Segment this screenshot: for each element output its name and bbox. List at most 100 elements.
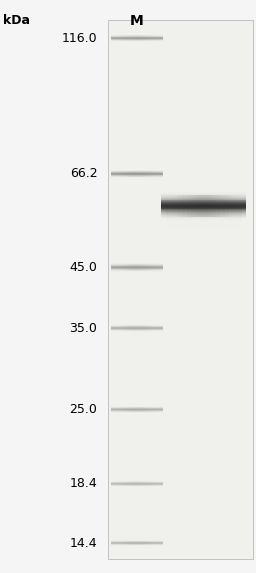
Bar (129, 36, 132, 41)
Bar (229, 195, 233, 217)
Bar (161, 218, 246, 219)
Bar (134, 171, 137, 177)
Bar (111, 481, 114, 486)
Bar (111, 541, 114, 545)
Bar (134, 36, 137, 41)
Bar (150, 541, 152, 545)
Bar (161, 206, 246, 207)
Bar (124, 264, 127, 271)
Bar (124, 171, 127, 177)
Bar (157, 325, 160, 331)
Bar (124, 36, 127, 41)
Bar (161, 207, 246, 209)
Bar (145, 481, 147, 486)
Bar (122, 325, 124, 331)
Bar (142, 325, 145, 331)
Bar (161, 205, 246, 206)
Bar (161, 195, 165, 217)
Bar (166, 231, 242, 233)
Bar (178, 195, 182, 217)
Bar (147, 36, 150, 41)
Bar (166, 213, 242, 215)
Bar (161, 195, 246, 196)
Bar (147, 541, 150, 545)
Bar (166, 210, 242, 211)
Bar (155, 407, 157, 413)
Bar (122, 541, 124, 545)
Bar (129, 171, 132, 177)
Bar (140, 541, 142, 545)
Bar (160, 264, 163, 271)
Bar (111, 264, 114, 271)
Bar (122, 481, 124, 486)
Bar (161, 196, 246, 197)
Bar (147, 481, 150, 486)
Bar (124, 325, 127, 331)
Bar (187, 195, 191, 217)
Text: 45.0: 45.0 (69, 261, 97, 274)
Text: 66.2: 66.2 (70, 167, 97, 180)
Bar (166, 217, 242, 218)
Bar (142, 407, 145, 413)
Bar (145, 407, 147, 413)
Bar (122, 407, 124, 413)
Bar (166, 227, 242, 229)
Bar (155, 264, 157, 271)
Bar (142, 171, 145, 177)
Bar (161, 193, 246, 194)
Bar (127, 541, 129, 545)
Bar (174, 195, 178, 217)
Bar (137, 325, 140, 331)
Bar (166, 224, 242, 226)
Bar (119, 171, 122, 177)
Bar (137, 36, 140, 41)
FancyBboxPatch shape (108, 20, 253, 559)
Bar (142, 264, 145, 271)
Bar (161, 216, 246, 217)
Bar (114, 541, 116, 545)
Bar (114, 481, 116, 486)
Bar (119, 407, 122, 413)
Bar (142, 481, 145, 486)
Bar (140, 407, 142, 413)
Bar (150, 481, 152, 486)
Bar (116, 264, 119, 271)
Bar (145, 36, 147, 41)
Bar (166, 207, 242, 210)
Bar (132, 325, 134, 331)
Bar (127, 481, 129, 486)
Bar (127, 171, 129, 177)
Text: 18.4: 18.4 (70, 477, 97, 490)
Bar (155, 325, 157, 331)
Bar (160, 325, 163, 331)
Bar (134, 481, 137, 486)
Bar (208, 195, 212, 217)
Bar (132, 36, 134, 41)
Bar (134, 264, 137, 271)
Bar (166, 206, 242, 207)
Bar (145, 541, 147, 545)
Bar (152, 264, 155, 271)
Bar (161, 203, 246, 204)
Bar (150, 264, 152, 271)
Bar (237, 195, 242, 217)
Bar (166, 222, 242, 224)
Bar (142, 541, 145, 545)
Bar (157, 541, 160, 545)
Bar (140, 171, 142, 177)
Bar (157, 171, 160, 177)
Bar (199, 195, 204, 217)
Bar (161, 202, 246, 203)
Bar (152, 481, 155, 486)
Bar (134, 325, 137, 331)
Bar (116, 325, 119, 331)
Bar (157, 407, 160, 413)
Bar (142, 36, 145, 41)
Bar (150, 171, 152, 177)
Text: 14.4: 14.4 (70, 536, 97, 550)
Bar (161, 204, 246, 205)
Bar (129, 325, 132, 331)
Bar (225, 195, 229, 217)
Bar (147, 264, 150, 271)
Bar (155, 36, 157, 41)
